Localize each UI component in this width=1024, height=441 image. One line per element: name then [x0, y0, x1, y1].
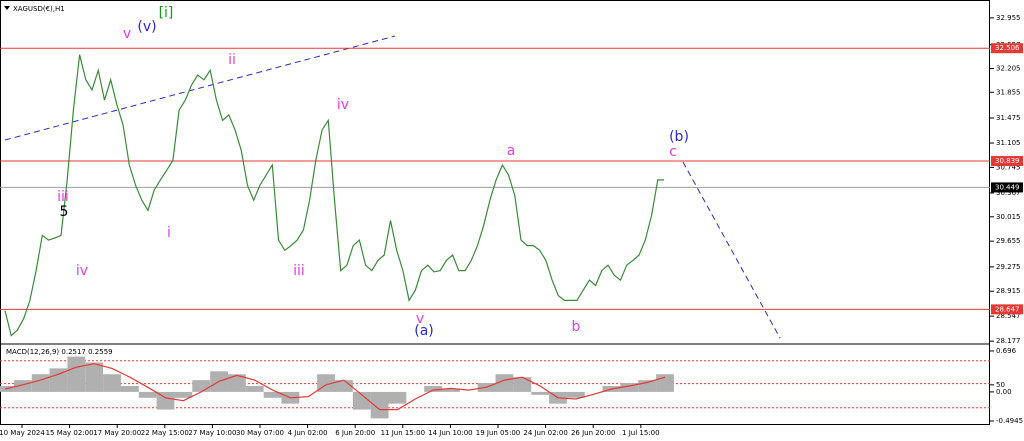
signal-line	[4, 363, 666, 411]
wave-label: iii	[57, 189, 69, 205]
y-tick-label: 30.015	[996, 213, 1021, 221]
current-price-box	[991, 182, 1023, 193]
x-tick-label: 30 May 07:00	[236, 429, 284, 437]
y-tick-label: 31.105	[996, 139, 1021, 147]
x-tick-label: 10 May 2024	[0, 429, 45, 437]
wave-label: v	[416, 311, 424, 327]
level-label: 32.506	[995, 44, 1020, 52]
price-line	[4, 54, 664, 337]
wave-label: (v)	[137, 19, 156, 35]
y-tick-label: 28.915	[996, 287, 1021, 295]
macd-bar	[174, 391, 193, 398]
y-tick-label: 0.696	[996, 347, 1017, 355]
x-tick-label: 22 May 15:00	[141, 429, 189, 437]
x-tick-label: 11 Jun 15:00	[381, 429, 425, 437]
macd-bar	[49, 368, 68, 392]
wave-label: i	[167, 225, 171, 241]
x-tick-label: 1 Jul 15:00	[622, 429, 660, 437]
macd-bar	[620, 383, 639, 392]
y-tick-label: 29.275	[996, 263, 1021, 271]
y-tick-label: 32.205	[996, 65, 1021, 73]
macd-bar	[156, 391, 175, 410]
macd-bar	[370, 391, 389, 419]
level-label: 28.647	[995, 305, 1020, 313]
macd-bar	[120, 386, 139, 392]
y-tick-label: 50	[996, 381, 1005, 389]
macd-bar	[227, 374, 246, 392]
macd-bar	[424, 386, 443, 392]
y-tick-label: 32.955	[996, 14, 1021, 22]
macd-bar	[85, 362, 104, 392]
macd-title: MACD(12,26,9) 0.2517 0.2559	[6, 348, 113, 356]
macd-bar	[245, 386, 264, 392]
projection-line	[682, 161, 781, 339]
macd-bar	[352, 391, 371, 410]
x-tick-label: 14 Jun 10:00	[428, 429, 472, 437]
wave-label: (b)	[669, 129, 689, 145]
macd-bar	[566, 391, 585, 398]
macd-bar	[531, 391, 550, 395]
level-label-box	[991, 43, 1023, 54]
macd-bar	[495, 374, 514, 392]
macd-bar	[67, 356, 86, 392]
y-tick-label: 0.00	[996, 388, 1012, 396]
chart-title: XAGUSD(€),H1	[13, 5, 65, 13]
level-label: 30.839	[995, 157, 1020, 165]
macd-bar	[31, 374, 50, 392]
macd-bar	[192, 380, 211, 392]
x-tick-label: 6 Jun 20:00	[335, 429, 375, 437]
wave-label: 5	[60, 204, 69, 220]
wave-label: ii	[228, 52, 236, 68]
x-tick-label: 4 Jun 02:00	[288, 429, 328, 437]
macd-bar	[138, 391, 157, 398]
symbol-icon	[4, 6, 10, 10]
wave-label: v	[123, 26, 131, 42]
macd-bar	[442, 388, 460, 392]
x-tick-label: 27 May 10:00	[188, 429, 236, 437]
level-label-box	[991, 304, 1023, 315]
macd-bar	[103, 374, 121, 392]
level-label-box	[991, 156, 1023, 167]
macd-bar	[656, 374, 674, 392]
x-tick-label: 24 Jun 02:00	[523, 429, 567, 437]
y-tick-label: 30.367	[996, 189, 1021, 197]
wave-label: iv	[76, 263, 88, 279]
frame	[0, 0, 990, 425]
y-tick-label: 31.855	[996, 88, 1021, 96]
macd-bar	[335, 380, 353, 392]
x-tick-label: 26 Jun 20:00	[571, 429, 615, 437]
wave-label: b	[572, 319, 581, 335]
wave-label: (a)	[414, 323, 434, 339]
y-tick-label: 30.745	[996, 163, 1021, 171]
wave-label: [i]	[159, 5, 174, 21]
y-tick-label: 28.547	[996, 312, 1021, 320]
y-tick-label: 29.655	[996, 237, 1021, 245]
macd-bar	[388, 391, 407, 404]
x-tick-label: 15 May 02:00	[46, 429, 94, 437]
wave-label: iv	[337, 97, 349, 113]
x-tick-label: 17 May 20:00	[93, 429, 141, 437]
macd-bar	[263, 391, 282, 398]
y-tick-label: 31.475	[996, 114, 1021, 122]
current-price-label: 30.449	[995, 183, 1020, 191]
trendline	[4, 35, 396, 141]
wave-label: c	[669, 144, 677, 160]
macd-bar	[513, 377, 532, 392]
wave-label: a	[507, 143, 516, 159]
y-tick-label: 28.177	[996, 337, 1021, 345]
x-tick-label: 19 Jun 05:00	[476, 429, 520, 437]
y-tick-label: -0.4945	[996, 417, 1023, 425]
wave-label: iii	[293, 263, 305, 279]
macd-bar	[638, 380, 657, 392]
macd-bar	[13, 380, 32, 392]
